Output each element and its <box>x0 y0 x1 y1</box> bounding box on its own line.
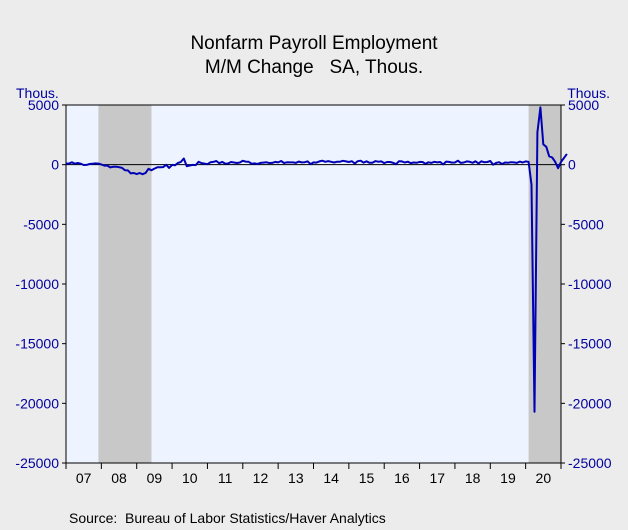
chart-subtitle: M/M Change SA, Thous. <box>205 57 423 78</box>
x-tick-label: 16 <box>394 470 410 486</box>
x-tick-label: 08 <box>111 470 127 486</box>
right-axis-unit-label: Thous. <box>567 85 610 101</box>
y-tick-label-left: -20000 <box>15 395 59 411</box>
x-tick-label: 12 <box>253 470 269 486</box>
x-tick-label: 19 <box>500 470 516 486</box>
x-tick-label: 15 <box>359 470 375 486</box>
y-tick-label-left: -10000 <box>15 276 59 292</box>
y-tick-label-left: -5000 <box>23 216 59 232</box>
x-tick-label: 20 <box>536 470 552 486</box>
y-tick-label-right: 0 <box>568 157 576 173</box>
x-tick-label: 07 <box>76 470 92 486</box>
y-tick-label-right: -10000 <box>568 276 612 292</box>
y-tick-label-right: -25000 <box>568 455 612 471</box>
y-tick-label-right: -5000 <box>568 216 604 232</box>
x-tick-label: 13 <box>288 470 304 486</box>
x-tick-label: 18 <box>465 470 481 486</box>
y-tick-label-right: 5000 <box>568 97 599 113</box>
x-tick-label: 17 <box>429 470 445 486</box>
y-tick-label-right: -15000 <box>568 336 612 352</box>
y-tick-label-right: -20000 <box>568 395 612 411</box>
recession-band-1 <box>98 105 152 463</box>
x-tick-label: 11 <box>218 470 233 486</box>
plot-area: 5000 5000 0 0 -5000 -5000 -10000 -10000 -15000 -1… <box>15 97 611 486</box>
x-tick-label: 14 <box>323 470 339 486</box>
chart-title: Nonfarm Payroll Employment <box>190 33 438 54</box>
x-tick-label: 09 <box>147 470 163 486</box>
y-tick-label-left: -15000 <box>15 336 59 352</box>
y-tick-label-left: 5000 <box>28 97 59 113</box>
x-tick-label: 10 <box>182 470 198 486</box>
series-line-1 <box>65 106 568 413</box>
source-note: Source: Bureau of Labor Statistics/Haver… <box>69 510 386 526</box>
y-tick-label-left: 0 <box>51 157 59 173</box>
left-axis-unit-label: Thous. <box>16 85 59 101</box>
y-tick-label-left: -25000 <box>15 455 59 471</box>
